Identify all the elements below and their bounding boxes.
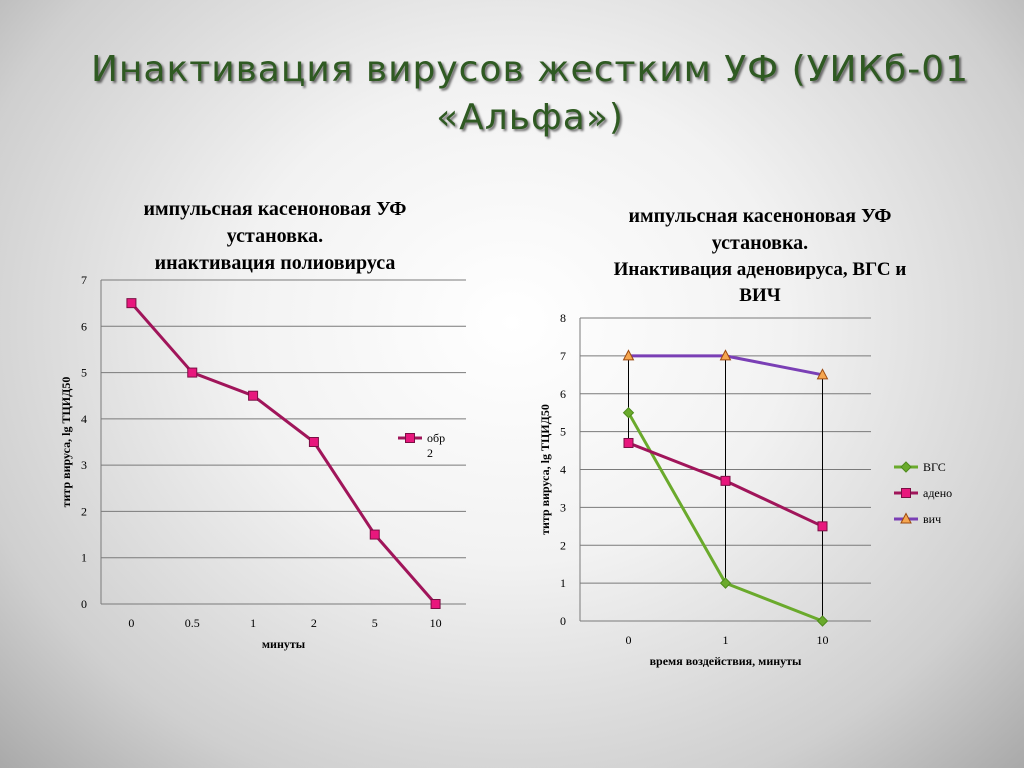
- chart-1-series-1-point: [308, 437, 319, 447]
- chart-1-y-tick-label: 7: [81, 273, 87, 287]
- chart-1-legend-label-1: обр: [427, 431, 445, 445]
- chart-2-series-1-point: [719, 577, 732, 589]
- chart-2-series-1-point: [816, 615, 829, 627]
- chart-2-title-line-2: установка.: [711, 232, 809, 254]
- chart-1-y-tick-label: 6: [81, 319, 87, 333]
- chart-1-y-tick-label: 4: [81, 412, 87, 426]
- chart-2-y-tick-label: 2: [560, 538, 566, 552]
- chart-1-x-tick-label: 5: [372, 616, 378, 630]
- chart-2-legend-marker-3: [900, 512, 912, 524]
- chart-2-title-line-1: импульсная касеноновая УФ: [628, 205, 892, 227]
- chart-2-legend-marker-2: [901, 488, 911, 498]
- chart-2-y-tick-label: 3: [560, 500, 566, 514]
- slide-title: Инактивация вирусов жестким УФ (УИКб-01 …: [60, 46, 1000, 142]
- chart-2-title: импульсная касеноновая УФ установка. Ина…: [560, 203, 960, 309]
- chart-2-series-2-point: [720, 475, 731, 486]
- chart-2-legend-label-1: ВГС: [923, 460, 946, 474]
- chart-1-series-1-point: [248, 390, 259, 401]
- chart-2-legend-label-3: вич: [923, 512, 941, 526]
- chart-2-title-line-4: ВИЧ: [739, 285, 781, 306]
- chart-2-x-tick-label: 1: [723, 633, 729, 647]
- chart-1-x-tick-label: 10: [430, 616, 442, 630]
- chart-1-series-1-point: [369, 529, 380, 540]
- chart-2-y-tick-label: 7: [560, 349, 566, 363]
- chart-1-series-1-point: [430, 599, 441, 609]
- chart-2-y-tick-label: 8: [560, 311, 566, 325]
- chart-2-series-2-point: [623, 437, 634, 448]
- chart-1-x-tick-label: 2: [311, 616, 317, 630]
- chart-2-series-3-point: [719, 349, 732, 361]
- chart-1-x-tick-label: 0: [128, 616, 134, 630]
- chart-2-y-tick-label: 1: [560, 576, 566, 590]
- chart-2-y-tick-label: 0: [560, 614, 566, 628]
- chart-2-y-axis-label: титр вируса, lg ТЦИД50: [538, 404, 552, 535]
- chart-1-series-1-point: [126, 298, 137, 309]
- chart-2-series-2-point: [817, 521, 828, 532]
- slide-title-line-1: Инактивация вирусов жестким УФ (УИКб-01: [90, 49, 970, 90]
- chart-2-legend-label-2: адено: [923, 486, 952, 500]
- chart-1-legend-label-1: 2: [427, 446, 433, 460]
- chart-1-y-tick-label: 1: [81, 551, 87, 565]
- chart-1-title-line-1: импульсная касеноновая УФ: [143, 198, 407, 220]
- chart-2-x-axis-label: время воздействия, минуты: [650, 654, 802, 668]
- chart-1-title-line-2: установка.: [226, 225, 324, 247]
- chart-2-legend-marker-1: [900, 461, 912, 473]
- chart-1-y-tick-label: 0: [81, 597, 87, 611]
- chart-1-series-1-line: [130, 302, 437, 605]
- chart-1-y-axis-label: титр вируса, lg ТЦИД50: [59, 377, 73, 508]
- chart-1-x-tick-label: 1: [250, 616, 256, 630]
- chart-1-title-line-3: инактивация полиовируса: [154, 252, 396, 274]
- chart-1-x-tick-label: 0.5: [185, 616, 200, 630]
- chart-2-y-tick-label: 5: [560, 425, 566, 439]
- chart-2-x-tick-label: 0: [626, 633, 632, 647]
- chart-2-y-tick-label: 6: [560, 387, 566, 401]
- chart-1-y-tick-label: 3: [81, 458, 87, 472]
- chart-1-title: импульсная касеноновая УФ установка. ина…: [90, 196, 460, 277]
- chart-2-series-1-point: [622, 406, 635, 419]
- chart-1-x-axis-label: минуты: [262, 637, 306, 651]
- slide-title-line-2: «Альфа»): [436, 97, 624, 138]
- chart-2-x-tick-label: 10: [817, 633, 829, 647]
- chart-2-series-3-point: [622, 349, 635, 361]
- chart-1-series-1-point: [187, 367, 198, 378]
- chart-2-title-line-3: Инактивация аденовируса, ВГС и: [613, 259, 907, 280]
- chart-1-y-tick-label: 5: [81, 366, 87, 380]
- chart-2-series-3-point: [816, 368, 829, 380]
- chart-1-y-tick-label: 2: [81, 504, 87, 518]
- chart-2-y-tick-label: 4: [560, 463, 566, 477]
- chart-1-legend-marker-1: [405, 433, 415, 443]
